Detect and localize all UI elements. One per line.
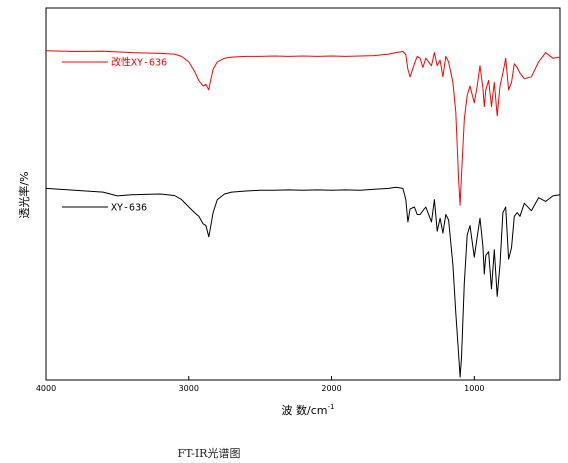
x-tick-label: 1000 (464, 384, 484, 393)
x-axis-title-superscript: -1 (327, 403, 334, 411)
series-line-0 (45, 50, 561, 206)
x-tick-label: 3000 (179, 384, 199, 393)
legend-label-0: 改性XY-636 (111, 55, 167, 68)
legend-layer: 改性XY-636 XY-636 (62, 55, 167, 214)
x-tick-label: 4000 (36, 384, 56, 393)
series-line-1 (45, 186, 561, 378)
series-layer (45, 50, 561, 378)
figure-caption: FT-IR光谱图 (178, 446, 241, 460)
x-tick-label: 2000 (321, 384, 341, 393)
y-axis-title: 透光率/% (17, 171, 31, 218)
x-axis-title: 波 数/cm-1 (282, 403, 335, 417)
plot-frame (45, 7, 561, 381)
legend-label-1: XY-636 (111, 203, 147, 214)
x-ticks: 4000 3000 2000 1000 (36, 376, 485, 393)
